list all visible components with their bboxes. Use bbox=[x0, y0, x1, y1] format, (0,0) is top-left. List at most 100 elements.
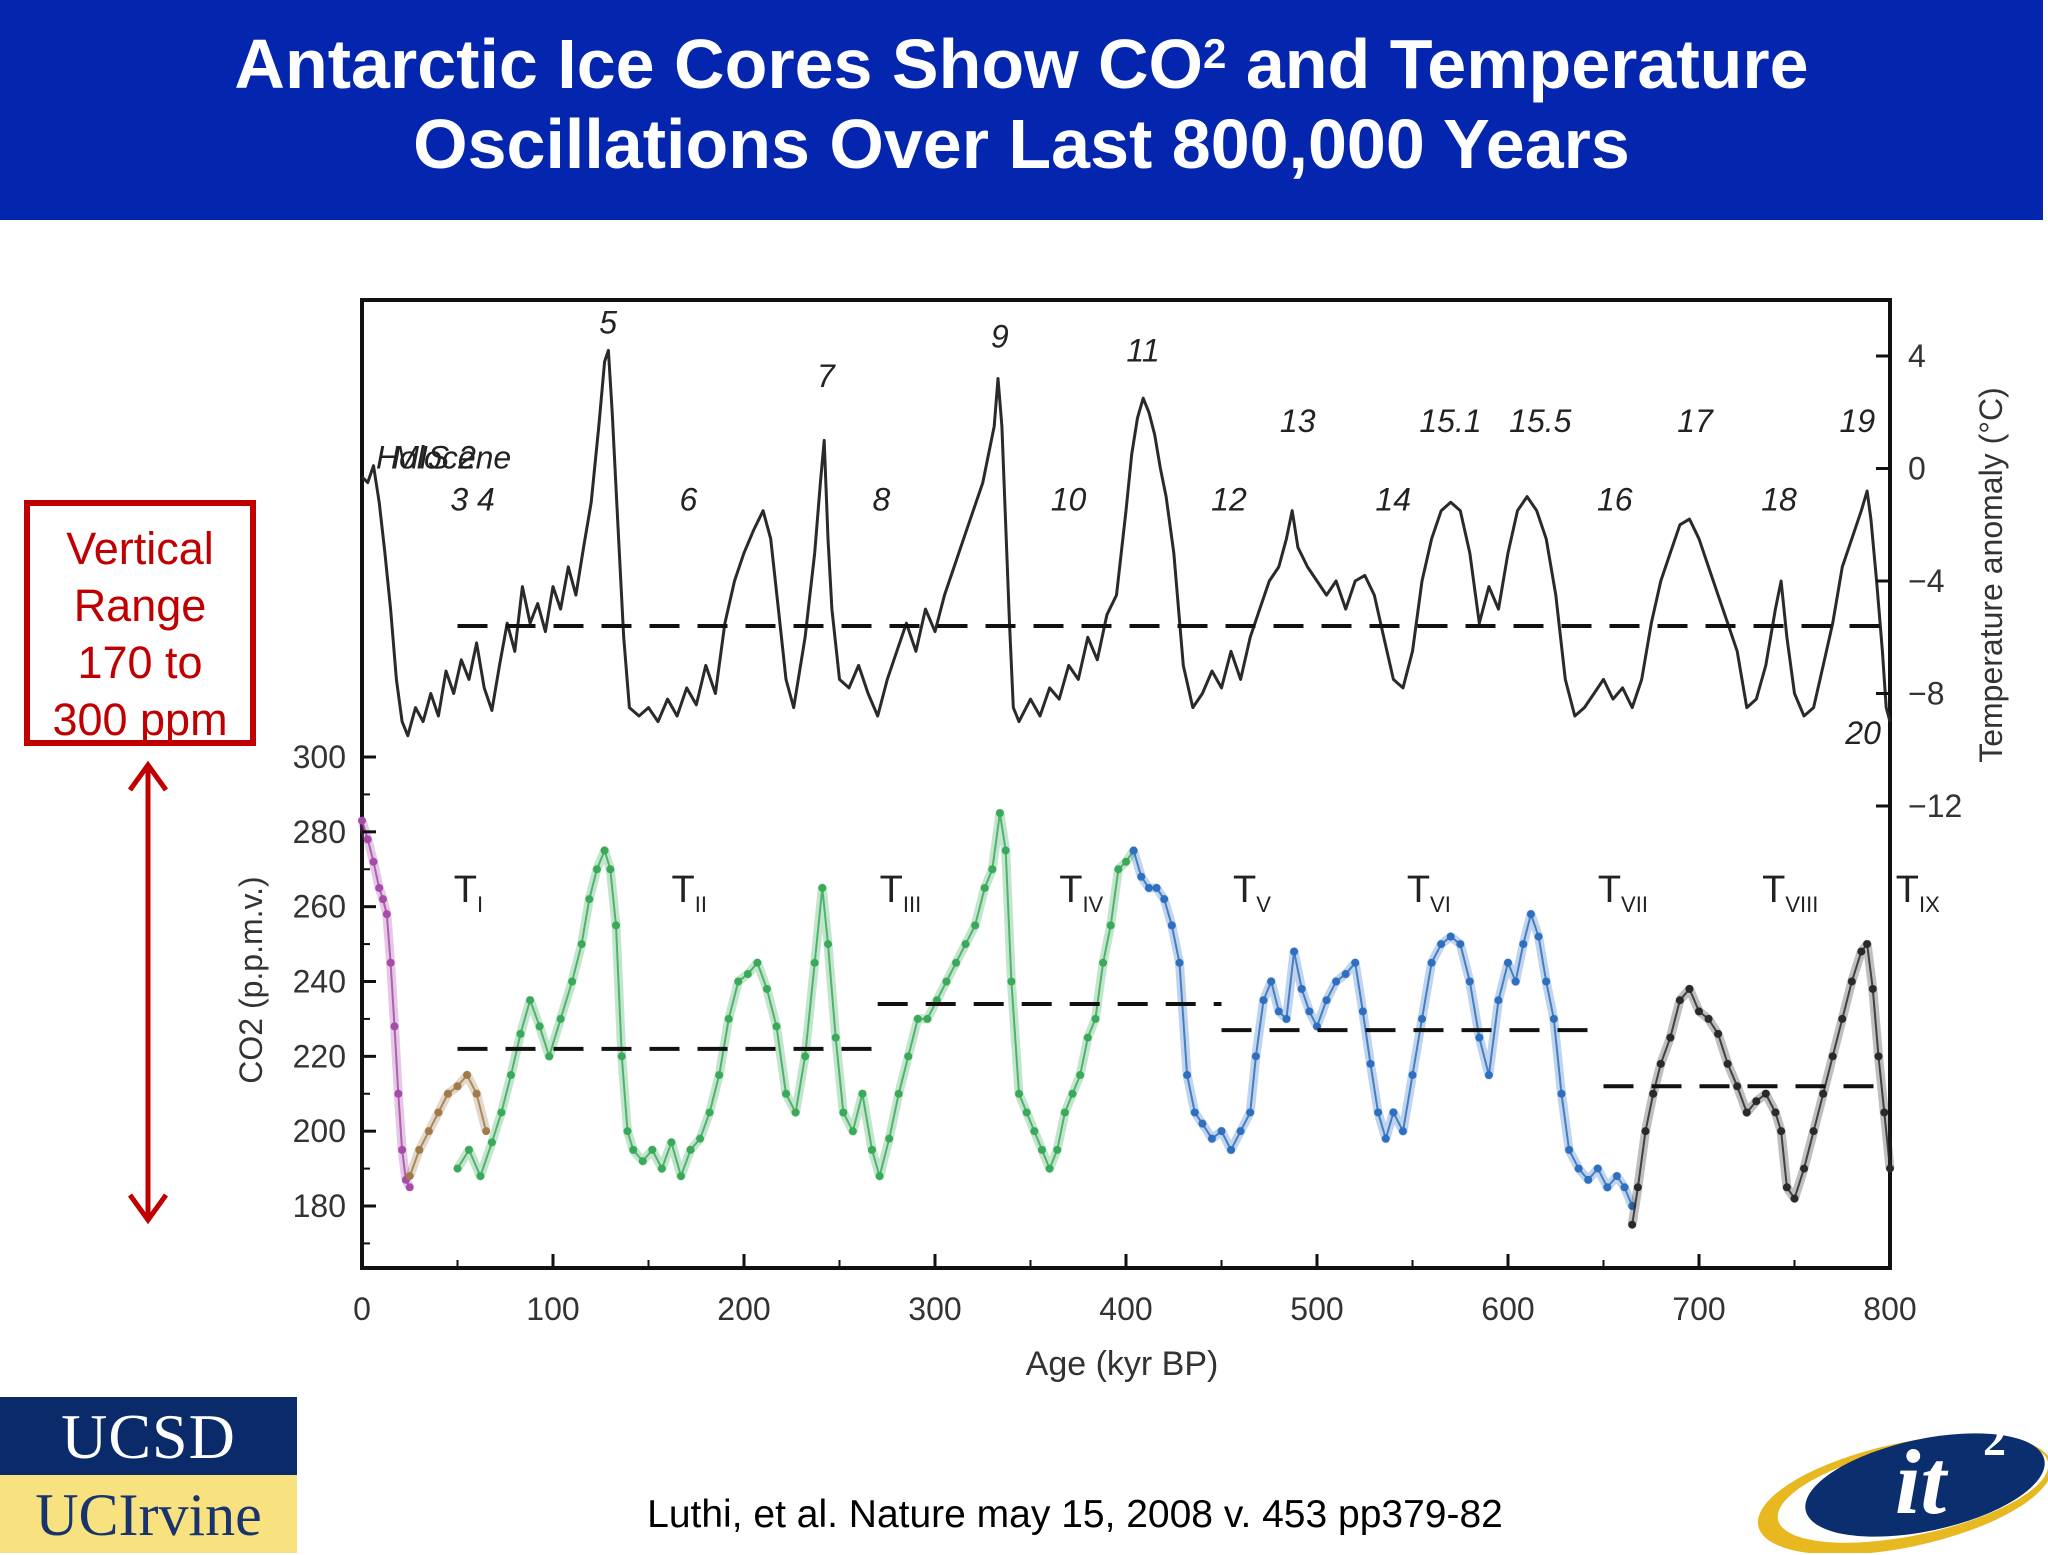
stage-label: 20 bbox=[1844, 715, 1881, 751]
co2-data-point bbox=[1015, 1089, 1024, 1098]
co2-data-point bbox=[715, 1071, 724, 1080]
co2-data-point bbox=[1504, 958, 1512, 967]
co2-data-point bbox=[516, 1029, 525, 1038]
co2-data-point bbox=[1603, 1183, 1612, 1192]
co2-data-point bbox=[577, 940, 586, 949]
co2-data-point bbox=[638, 1157, 647, 1166]
co2-data-point bbox=[1007, 977, 1016, 986]
co2-data-point bbox=[818, 883, 827, 892]
co2-data-point bbox=[875, 1172, 884, 1181]
co2-data-point bbox=[617, 1052, 626, 1061]
co2-data-point bbox=[382, 910, 391, 919]
x-tick-label: 400 bbox=[1099, 1291, 1152, 1327]
co2-data-point bbox=[405, 1172, 414, 1181]
co2-data-point bbox=[1809, 1127, 1818, 1136]
co2-data-point bbox=[772, 1022, 781, 1031]
co2-data-point bbox=[1863, 940, 1872, 949]
co2-data-point bbox=[556, 1014, 565, 1023]
co2-data-point bbox=[1886, 1164, 1894, 1173]
co2-data-point bbox=[600, 846, 609, 855]
stage-label: 17 bbox=[1677, 403, 1714, 439]
co2-data-point bbox=[1251, 1052, 1260, 1061]
co2-data-point bbox=[1761, 1089, 1770, 1098]
stage-label: 6 bbox=[680, 482, 698, 518]
co2-data-point bbox=[487, 1138, 496, 1147]
co2-data-point bbox=[363, 835, 372, 844]
co2-data-point bbox=[415, 1145, 424, 1154]
co2-data-point bbox=[988, 865, 997, 874]
co2-data-point bbox=[980, 883, 989, 892]
co2-data-point bbox=[1526, 910, 1535, 919]
co2-data-point bbox=[1282, 1014, 1291, 1023]
co2-series-group bbox=[357, 808, 1895, 1229]
co2-data-point bbox=[434, 1108, 443, 1117]
co2-data-point bbox=[1076, 1071, 1085, 1080]
logo-it-text: it bbox=[1895, 1431, 1949, 1533]
co2-data-point bbox=[923, 1014, 932, 1023]
temperature-series-group bbox=[360, 348, 1892, 738]
co2-data-point bbox=[453, 1082, 462, 1091]
stage-label: MIS 2 bbox=[392, 440, 476, 476]
co2-data-point bbox=[1868, 984, 1877, 993]
co2-data-point bbox=[1456, 940, 1465, 949]
termination-label: TI bbox=[454, 869, 483, 917]
stage-label: 11 bbox=[1126, 333, 1159, 369]
co2-data-point bbox=[1656, 1059, 1665, 1068]
co2-data-point bbox=[1620, 1183, 1629, 1192]
x-tick-label: 800 bbox=[1863, 1291, 1916, 1327]
co2-data-point bbox=[1381, 1134, 1390, 1143]
co2-data-point bbox=[1129, 846, 1138, 855]
stage-label: 9 bbox=[991, 319, 1009, 355]
co2-data-point bbox=[1475, 1033, 1484, 1042]
co2-data-point bbox=[971, 921, 980, 930]
co2-data-point bbox=[1114, 865, 1123, 874]
co2-tick-label: 260 bbox=[293, 889, 346, 925]
vertical-range-arrow bbox=[127, 760, 169, 1225]
co2-data-point bbox=[1144, 883, 1153, 892]
co2-data-point bbox=[1398, 1127, 1407, 1136]
co2-data-point bbox=[686, 1145, 695, 1154]
co2-data-point bbox=[1714, 1029, 1723, 1038]
co2-data-point bbox=[1374, 1108, 1383, 1117]
co2-data-point bbox=[1857, 947, 1866, 956]
co2-data-point bbox=[1217, 1127, 1226, 1136]
co2-data-point bbox=[472, 1089, 481, 1098]
vertical-range-callout: Vertical Range 170 to 300 ppm bbox=[24, 500, 256, 746]
co2-data-point bbox=[705, 1108, 714, 1117]
co2-data-point bbox=[1880, 1108, 1889, 1117]
co2-data-point bbox=[782, 1089, 791, 1098]
co2-data-point bbox=[1628, 1220, 1637, 1229]
callout-line4: 300 ppm bbox=[52, 694, 228, 745]
co2-data-point bbox=[1037, 1145, 1046, 1154]
co2-data-point bbox=[1593, 1164, 1602, 1173]
co2-data-point bbox=[1446, 932, 1455, 941]
x-tick-label: 500 bbox=[1290, 1291, 1343, 1327]
co2-data-point bbox=[1494, 996, 1503, 1005]
co2-data-point bbox=[791, 1108, 800, 1117]
co2-data-point bbox=[1322, 996, 1331, 1005]
co2-data-point bbox=[1068, 1089, 1077, 1098]
co2-data-point bbox=[1723, 1059, 1732, 1068]
co2-data-point bbox=[585, 895, 594, 904]
co2-data-point bbox=[743, 970, 752, 979]
x-tick-label: 300 bbox=[908, 1291, 961, 1327]
callout-line3: 170 to bbox=[77, 637, 203, 688]
stage-label: 16 bbox=[1597, 482, 1633, 518]
stage-label: 12 bbox=[1211, 482, 1247, 518]
termination-label: TVIII bbox=[1762, 869, 1818, 917]
co2-data-point bbox=[398, 1145, 407, 1154]
co2-data-point bbox=[463, 1071, 472, 1080]
co2-data-point bbox=[386, 958, 395, 967]
co2-data-point bbox=[1584, 1175, 1593, 1184]
co2-data-point bbox=[1519, 940, 1528, 949]
co2-data-point bbox=[1341, 970, 1350, 979]
co2-data-point bbox=[1091, 1014, 1100, 1023]
co2-data-point bbox=[545, 1052, 554, 1061]
co2-data-point bbox=[952, 958, 961, 967]
co2-data-point bbox=[390, 1022, 399, 1031]
co2-data-point bbox=[1574, 1164, 1583, 1173]
co2-data-point bbox=[424, 1127, 433, 1136]
termination-label: TIV bbox=[1059, 869, 1103, 917]
temperature-tick-label: −12 bbox=[1908, 788, 1962, 824]
co2-data-point bbox=[1022, 1108, 1031, 1117]
